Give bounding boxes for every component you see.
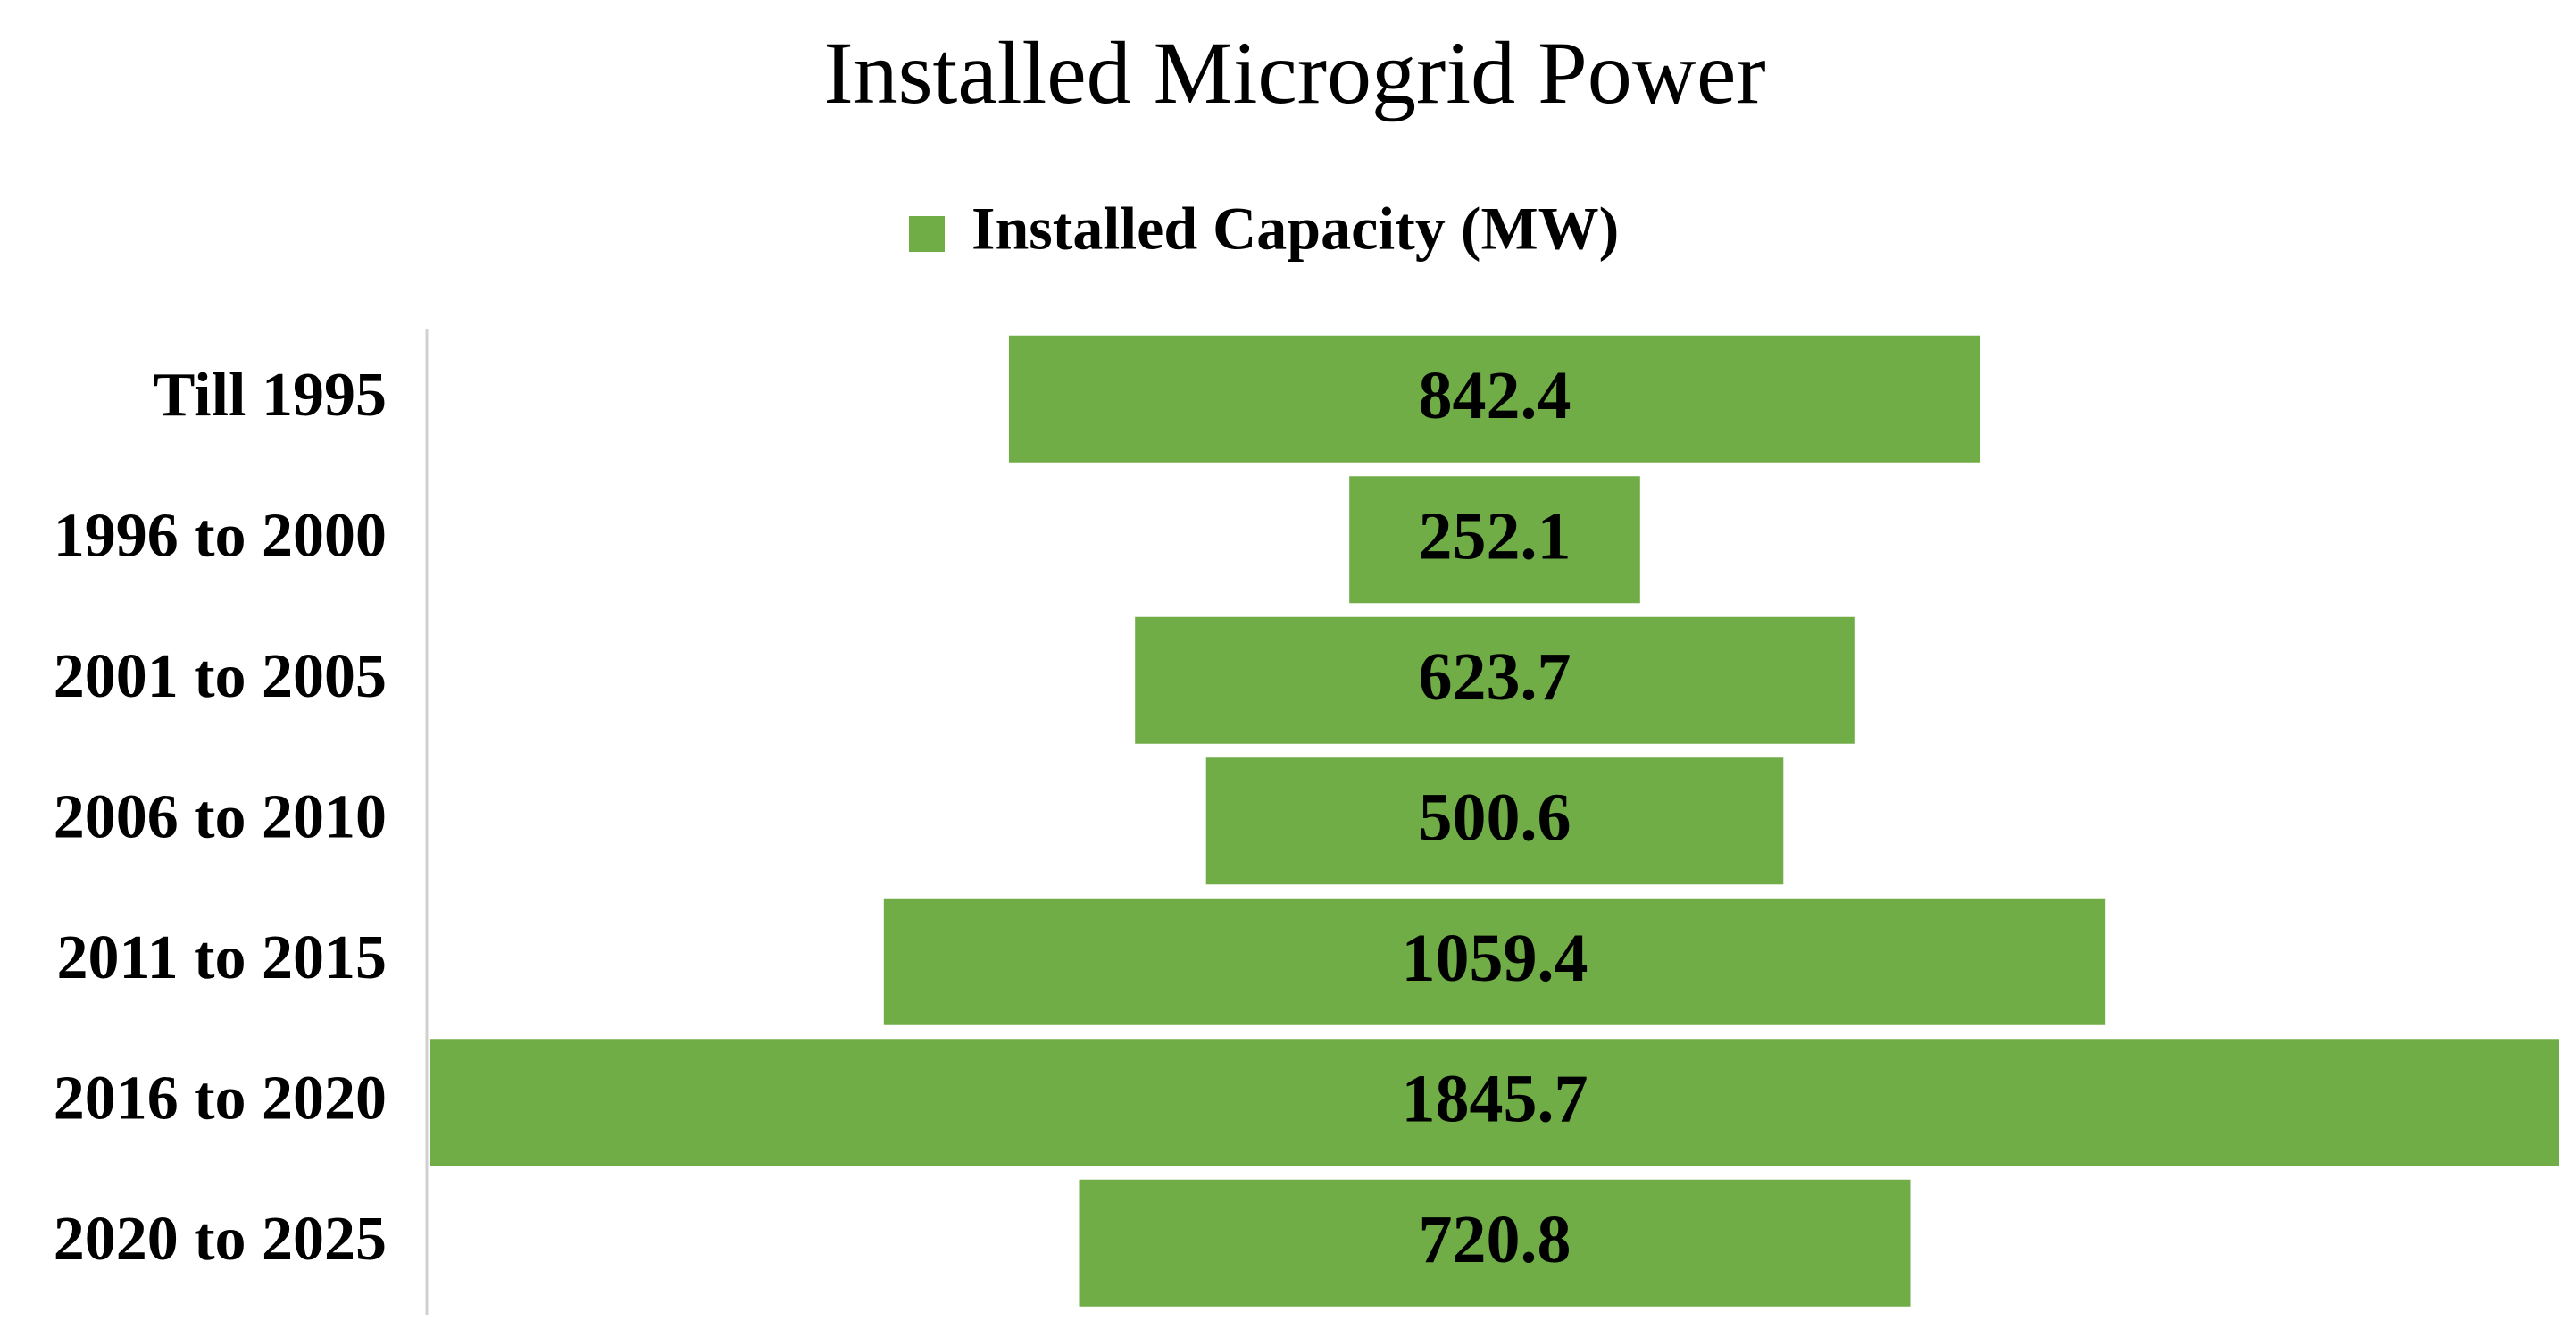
category-label: 2020 to 2025 — [54, 1205, 387, 1274]
data-label: 720.8 — [1419, 1202, 1571, 1277]
legend-swatch — [909, 216, 945, 252]
bar — [430, 1039, 2559, 1166]
bar — [1079, 1179, 1911, 1307]
data-label: 1059.4 — [1402, 921, 1588, 996]
category-label: 1996 to 2000 — [54, 501, 387, 570]
bar — [1205, 757, 1784, 885]
bar — [1135, 616, 1855, 744]
bar — [1349, 476, 1640, 604]
bar — [883, 898, 2106, 1025]
legend-label: Installed Capacity (MW) — [971, 195, 1619, 263]
data-label: 252.1 — [1419, 499, 1571, 574]
data-label: 500.6 — [1419, 781, 1571, 856]
bar — [1008, 335, 1981, 463]
category-label: Till 1995 — [154, 361, 387, 430]
data-label: 842.4 — [1419, 358, 1571, 433]
category-label: 2016 to 2020 — [54, 1064, 387, 1133]
chart-title: Installed Microgrid Power — [823, 23, 1765, 122]
data-label: 1845.7 — [1402, 1062, 1588, 1137]
category-label: 2011 to 2015 — [57, 924, 387, 992]
category-label: 2006 to 2010 — [54, 782, 387, 851]
data-label: 623.7 — [1419, 639, 1571, 715]
category-label: 2001 to 2005 — [54, 642, 387, 711]
